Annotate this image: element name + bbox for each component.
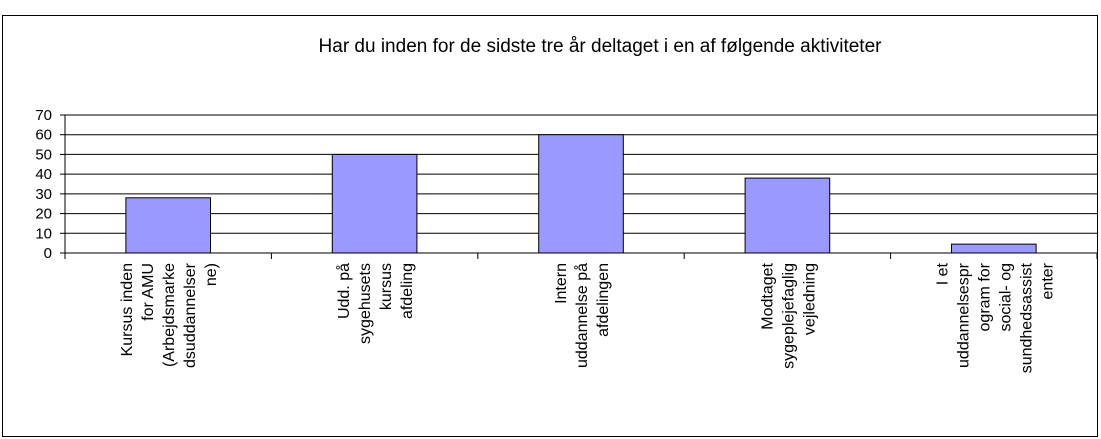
y-tick-label: 50 <box>35 146 52 163</box>
x-tick-label: Kursus inden for AMU (Arbejdsmarke dsuddann… <box>119 262 220 368</box>
y-tick-label: 0 <box>44 245 52 262</box>
x-tick-label: I et uddannelsespr ogram for social- og sund… <box>934 262 1056 373</box>
y-tick-label: 60 <box>35 127 52 144</box>
y-tick-label: 70 <box>35 107 52 124</box>
bar <box>538 134 624 254</box>
x-tick-label: Modtaget sygeplejefaglig vejledning <box>759 262 818 368</box>
bar <box>125 197 212 254</box>
y-tick-label: 10 <box>35 225 52 242</box>
bar <box>331 153 418 254</box>
y-tick-label: 40 <box>35 166 52 183</box>
x-tick-label: Udd. på sygehusets kursus afdeling <box>335 263 416 344</box>
x-tick-label: Intern uddannelse på afdelingen <box>553 263 612 368</box>
bar <box>744 177 831 254</box>
y-tick-label: 30 <box>35 186 52 203</box>
chart-title: Har du inden for de sidste tre år deltag… <box>319 36 883 57</box>
y-tick-label: 20 <box>35 206 52 223</box>
bar <box>950 243 1037 254</box>
